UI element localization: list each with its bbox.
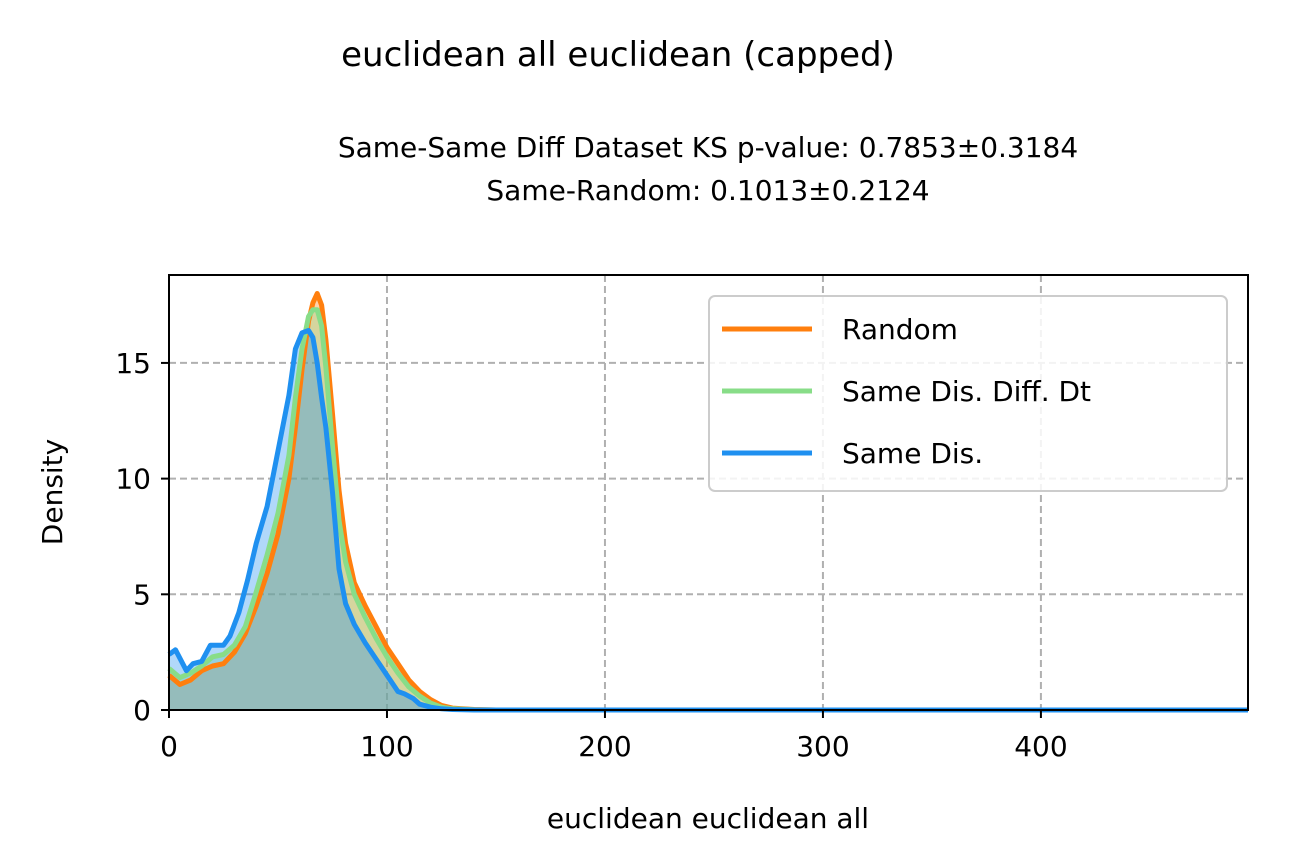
y-tick-label: 5 [133,578,151,611]
chart-subtitle-line-1: Same-Same Diff Dataset KS p-value: 0.785… [338,131,1078,164]
chart-title: euclidean all euclidean (capped) [341,35,895,75]
legend-label-same-dis: Same Dis. [842,437,983,470]
legend-box [708,295,1228,492]
x-tick-label: 400 [1014,730,1067,763]
axis-ticks: 0 100 200 300 400 0 5 10 15 [115,347,1067,763]
series-area-random [169,293,1248,710]
series-line-same-dis [167,328,1248,713]
series-area-same-dis-diff-dt [169,309,1248,710]
y-axis-label: Density [36,439,69,545]
chart-subtitle-line-2: Same-Random: 0.1013±0.2124 [486,174,929,207]
plot-area-frame [168,274,1249,711]
y-tick-label: 15 [115,347,151,380]
x-tick-label: 300 [796,730,849,763]
x-tick-label: 0 [160,730,178,763]
series-lines [167,291,1248,713]
series-area-same-dis [169,330,1248,710]
legend-label-random: Random [842,313,958,346]
legend-label-same-dis-diff-dt: Same Dis. Diff. Dt [842,375,1091,408]
x-tick-label: 200 [578,730,631,763]
y-tick-label: 0 [133,694,151,727]
x-tick-label: 100 [360,730,413,763]
x-axis-label: euclidean euclidean all [547,802,869,835]
legend: Random Same Dis. Diff. Dt Same Dis. [708,295,1228,492]
series-fills [169,293,1248,710]
y-tick-label: 10 [115,463,151,496]
